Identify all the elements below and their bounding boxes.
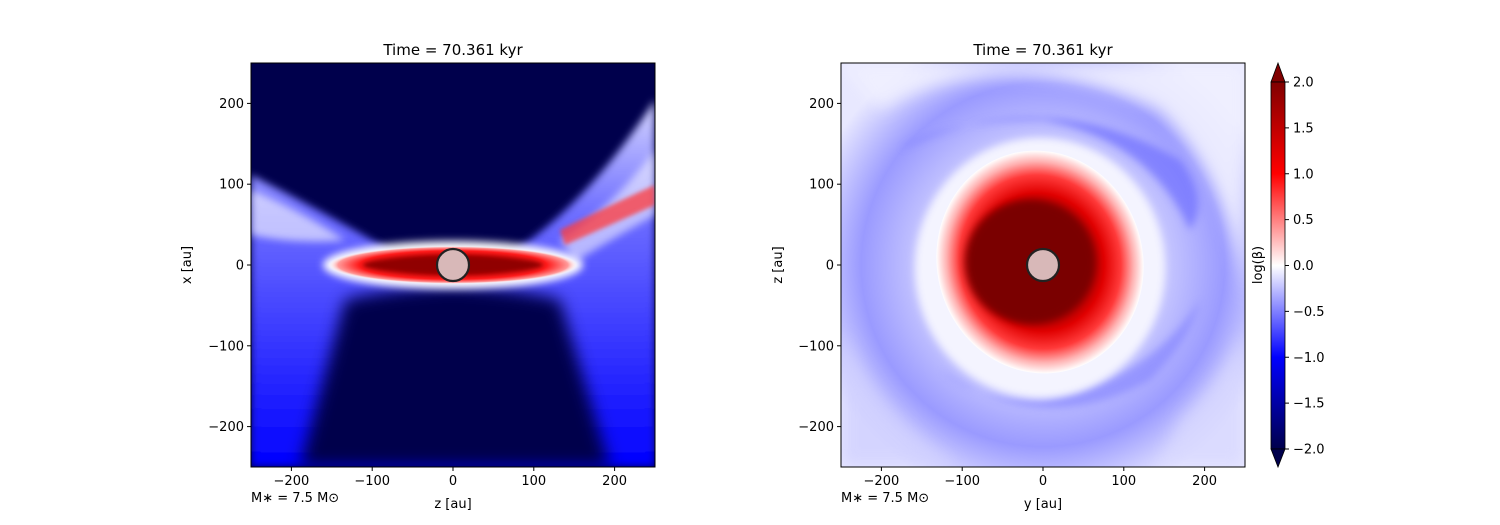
right-y-axis-ticks: −200 −100 0 100 200 <box>798 97 841 435</box>
right-x-tick-label: −200 <box>864 474 900 489</box>
right-y-axis-label: z [au] <box>771 246 786 283</box>
left-x-tick-label: −200 <box>274 474 310 489</box>
colorbar-tick-label: 0.5 <box>1293 213 1314 228</box>
colorbar-tick-label: −1.5 <box>1293 397 1325 412</box>
right-x-tick-label: −100 <box>944 474 980 489</box>
right-x-tick-label: 200 <box>1192 474 1217 489</box>
left-x-tick-label: 0 <box>449 474 457 489</box>
right-star-marker <box>1025 247 1061 283</box>
left-panel: Time = 70.361 kyr −200 −100 0 100 200 −200 −1… <box>180 41 656 512</box>
left-x-axis-label: z [au] <box>434 497 471 512</box>
colorbar-bar <box>1270 81 1286 450</box>
left-x-axis-ticks: −200 −100 0 100 200 <box>274 467 627 489</box>
colorbar-tick-label: −1.0 <box>1293 351 1325 366</box>
left-y-axis-ticks: −200 −100 0 100 200 <box>208 97 251 435</box>
colorbar-tick-label: 1.5 <box>1293 121 1314 136</box>
left-mass-annotation: M∗ = 7.5 M⊙ <box>251 491 339 506</box>
colorbar-tick-label: −0.5 <box>1293 305 1325 320</box>
right-y-tick-label: 200 <box>809 97 834 112</box>
right-x-tick-label: 100 <box>1111 474 1136 489</box>
right-x-tick-label: 0 <box>1039 474 1047 489</box>
left-y-tick-label: −200 <box>208 420 244 435</box>
left-title: Time = 70.361 kyr <box>382 41 523 59</box>
right-y-tick-label: 100 <box>809 178 834 193</box>
right-mass-annotation: M∗ = 7.5 M⊙ <box>841 491 929 506</box>
left-y-tick-label: −100 <box>208 339 244 354</box>
left-x-tick-label: 200 <box>602 474 627 489</box>
right-y-tick-label: 0 <box>826 259 834 274</box>
colorbar-tick-label: 2.0 <box>1293 76 1314 91</box>
left-x-tick-label: 100 <box>521 474 546 489</box>
right-y-tick-label: −100 <box>798 339 834 354</box>
colorbar-extend-low <box>1270 448 1286 469</box>
right-y-tick-label: −200 <box>798 420 834 435</box>
left-y-tick-label: 100 <box>219 178 244 193</box>
colorbar-tick-label: 1.0 <box>1293 167 1314 182</box>
left-y-tick-label: 200 <box>219 97 244 112</box>
left-heatmap <box>251 63 655 467</box>
right-panel: Time = 70.361 kyr −200 −100 0 100 200 −200 −1… <box>771 41 1246 512</box>
colorbar-tick-label: 0.0 <box>1293 259 1314 274</box>
colorbar-extend-high <box>1270 61 1286 83</box>
left-x-tick-label: −100 <box>354 474 390 489</box>
colorbar-tick-label: −2.0 <box>1293 443 1325 458</box>
left-y-axis-label: x [au] <box>180 246 195 284</box>
left-star-marker <box>435 247 471 283</box>
colorbar-label: log(β) <box>1251 246 1266 284</box>
colorbar-ticks: 2.0 1.5 1.0 0.5 0.0 −0.5 −1.0 −1.5 −2.0 <box>1285 76 1325 458</box>
right-x-axis-ticks: −200 −100 0 100 200 <box>864 467 1217 489</box>
right-title: Time = 70.361 kyr <box>972 41 1113 59</box>
colorbar: 2.0 1.5 1.0 0.5 0.0 −0.5 −1.0 −1.5 −2.0 log(β) <box>1251 61 1325 469</box>
left-y-tick-label: 0 <box>236 259 244 274</box>
right-x-axis-label: y [au] <box>1024 497 1062 512</box>
